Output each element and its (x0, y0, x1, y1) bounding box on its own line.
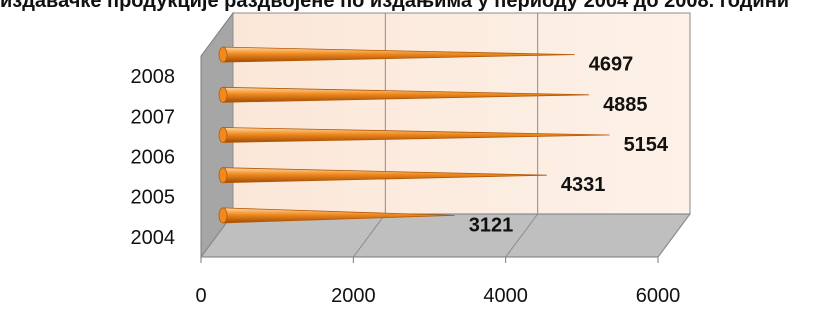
bar (218, 167, 547, 184)
bar (218, 46, 575, 63)
data-label: 3121 (469, 214, 514, 236)
bar (218, 86, 590, 103)
y-tick-label: 2007 (131, 106, 176, 128)
tick-labels: 2008 2007 2006 2005 2004 0 2000 4000 6000 (131, 66, 681, 307)
bar-base (218, 207, 228, 224)
x-tick-label: 0 (195, 285, 206, 307)
data-label: 4331 (561, 174, 606, 196)
bar-base (218, 127, 228, 143)
bar-base (218, 86, 228, 103)
y-tick-label: 2006 (131, 147, 176, 169)
bars (218, 46, 610, 224)
gridlines (200, 13, 691, 263)
y-tick-label: 2005 (131, 187, 176, 209)
x-tick-label: 6000 (636, 285, 681, 307)
bar (218, 127, 610, 143)
bar-base (218, 46, 228, 63)
y-tick-label: 2004 (131, 227, 176, 249)
y-tick-label: 2008 (131, 66, 176, 88)
bar-base (218, 167, 228, 184)
data-label: 5154 (624, 134, 669, 156)
data-label: 4885 (603, 94, 648, 116)
gridline-floor (505, 213, 539, 258)
x-tick-label: 2000 (331, 285, 376, 307)
bar (218, 207, 455, 224)
data-labels: 4697 4885 5154 4331 3121 (469, 54, 669, 237)
data-label: 4697 (589, 54, 634, 76)
gridline-floor (657, 213, 691, 258)
x-tick-label: 4000 (483, 285, 528, 307)
gridline-floor (352, 213, 386, 258)
chart-title: издавачке продукције раздвојене по издањ… (0, 0, 790, 12)
